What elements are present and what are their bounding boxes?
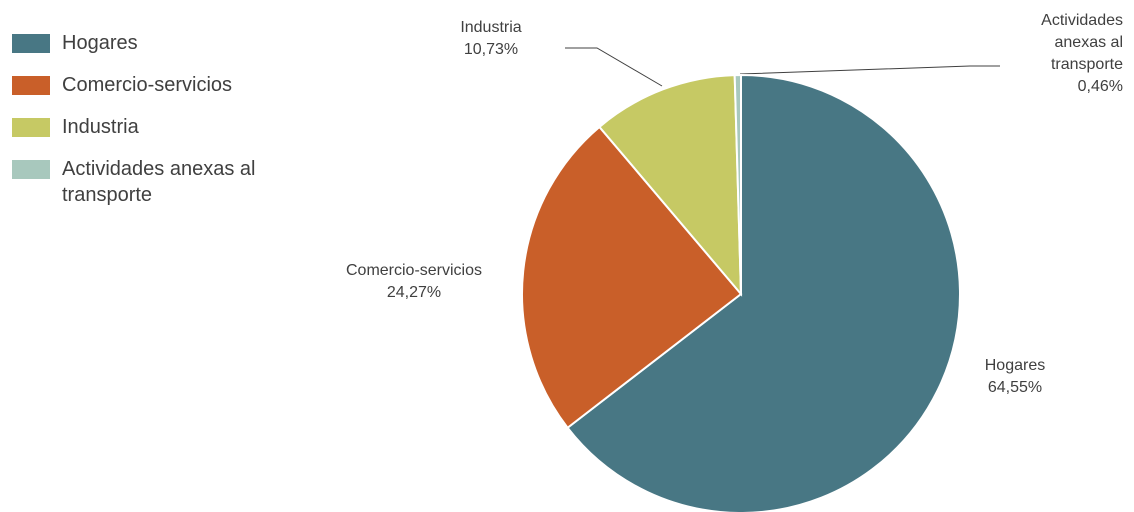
legend-item: Comercio-servicios <box>12 72 292 98</box>
label-value: 0,46% <box>1077 78 1123 95</box>
data-label: Industria 10,73% <box>448 17 534 61</box>
label-value: 64,55% <box>987 379 1043 396</box>
legend-swatch <box>12 118 50 137</box>
label-category: Industria <box>460 19 522 36</box>
label-value: 10,73% <box>463 41 519 58</box>
leader-line <box>565 47 663 87</box>
data-label: Hogares 64,55% <box>972 355 1058 399</box>
pie-slice <box>566 73 961 512</box>
legend-label: Comercio-servicios <box>62 74 233 96</box>
data-label: Actividades anexas al transporte 0,46% <box>1005 10 1123 98</box>
label-category: Comercio-servicios <box>345 262 483 279</box>
legend-item: Industria <box>12 114 292 140</box>
legend-swatch <box>12 160 50 179</box>
pie-slice <box>598 74 743 297</box>
label-category: Hogares <box>984 357 1046 374</box>
legend: Hogares Comercio-servicios Industria Activi… <box>12 30 292 224</box>
legend-label: Hogares <box>62 32 138 54</box>
pie-slice <box>733 73 742 295</box>
legend-label: Industria <box>62 116 139 138</box>
legend-item: Hogares <box>12 30 292 56</box>
legend-item: Actividades anexas al transporte <box>12 156 292 208</box>
label-value: 24,27% <box>386 284 442 301</box>
pie-slice <box>521 125 743 430</box>
leader-line <box>739 65 1000 75</box>
label-category: Actividades anexas al transporte <box>1041 12 1123 73</box>
legend-swatch <box>12 76 50 95</box>
legend-swatch <box>12 34 50 53</box>
legend-label: Actividades anexas al transporte <box>62 158 256 206</box>
data-label: Comercio-servicios 24,27% <box>345 260 483 304</box>
